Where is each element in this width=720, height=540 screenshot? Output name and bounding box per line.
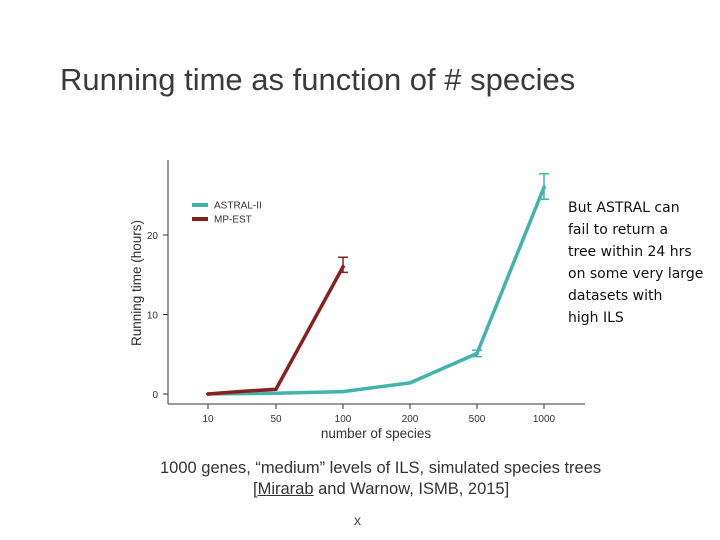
y-tick-label: 0 <box>152 390 158 401</box>
caption-line-1: 1000 genes, “medium” levels of ILS, simu… <box>160 459 602 477</box>
chart-axes: 0 10 20 10 50 100 200 500 1000 number of species R… <box>129 160 585 441</box>
chart-series <box>206 173 549 396</box>
x-tick-label: 500 <box>469 414 486 425</box>
chart-legend: ASTRAL-II MP-EST <box>192 201 262 226</box>
x-tick-label: 100 <box>335 414 352 425</box>
x-tick-label: 50 <box>270 414 282 425</box>
callout-line: on some very large <box>568 266 704 282</box>
series-line <box>206 185 546 396</box>
y-axis-label: Running time (hours) <box>129 220 144 346</box>
legend-label: ASTRAL-II <box>214 201 262 212</box>
callout-line: But ASTRAL can <box>568 200 680 216</box>
data-point <box>274 387 278 392</box>
series-line <box>206 265 345 396</box>
x-tick-label: 10 <box>202 414 214 425</box>
callout-line: datasets with <box>568 288 663 304</box>
y-tick-label: 10 <box>147 311 159 322</box>
data-point <box>274 391 278 396</box>
x-axis-label: number of species <box>321 426 432 441</box>
caption-citation-rest: and Warnow, ISMB, 2015] <box>313 480 510 498</box>
data-point <box>408 381 412 385</box>
x-tick-label: 1000 <box>533 414 556 425</box>
x-tick-label: 200 <box>402 414 419 425</box>
slide-title: Running time as function of # species <box>60 62 576 97</box>
data-point <box>206 392 210 396</box>
callout-line: fail to return a <box>568 222 669 238</box>
legend-label: MP-EST <box>214 215 252 226</box>
footer-mark: x <box>354 512 361 528</box>
caption-bracket: [ <box>253 480 258 498</box>
series-mp-est <box>206 256 348 396</box>
data-point <box>341 389 345 394</box>
figure-caption: 1000 genes, “medium” levels of ILS, simu… <box>160 458 610 500</box>
caption-line-2: [Mirarab and Warnow, ISMB, 2015] <box>160 479 610 500</box>
callout-line: high ILS <box>568 310 624 326</box>
callout-line: tree within 24 hrs <box>568 244 692 260</box>
callout-note: But ASTRAL can fail to return a tree wit… <box>568 197 718 329</box>
y-tick-label: 20 <box>147 231 159 242</box>
citation-link[interactable]: Mirarab <box>257 480 314 498</box>
data-point <box>236 389 241 394</box>
